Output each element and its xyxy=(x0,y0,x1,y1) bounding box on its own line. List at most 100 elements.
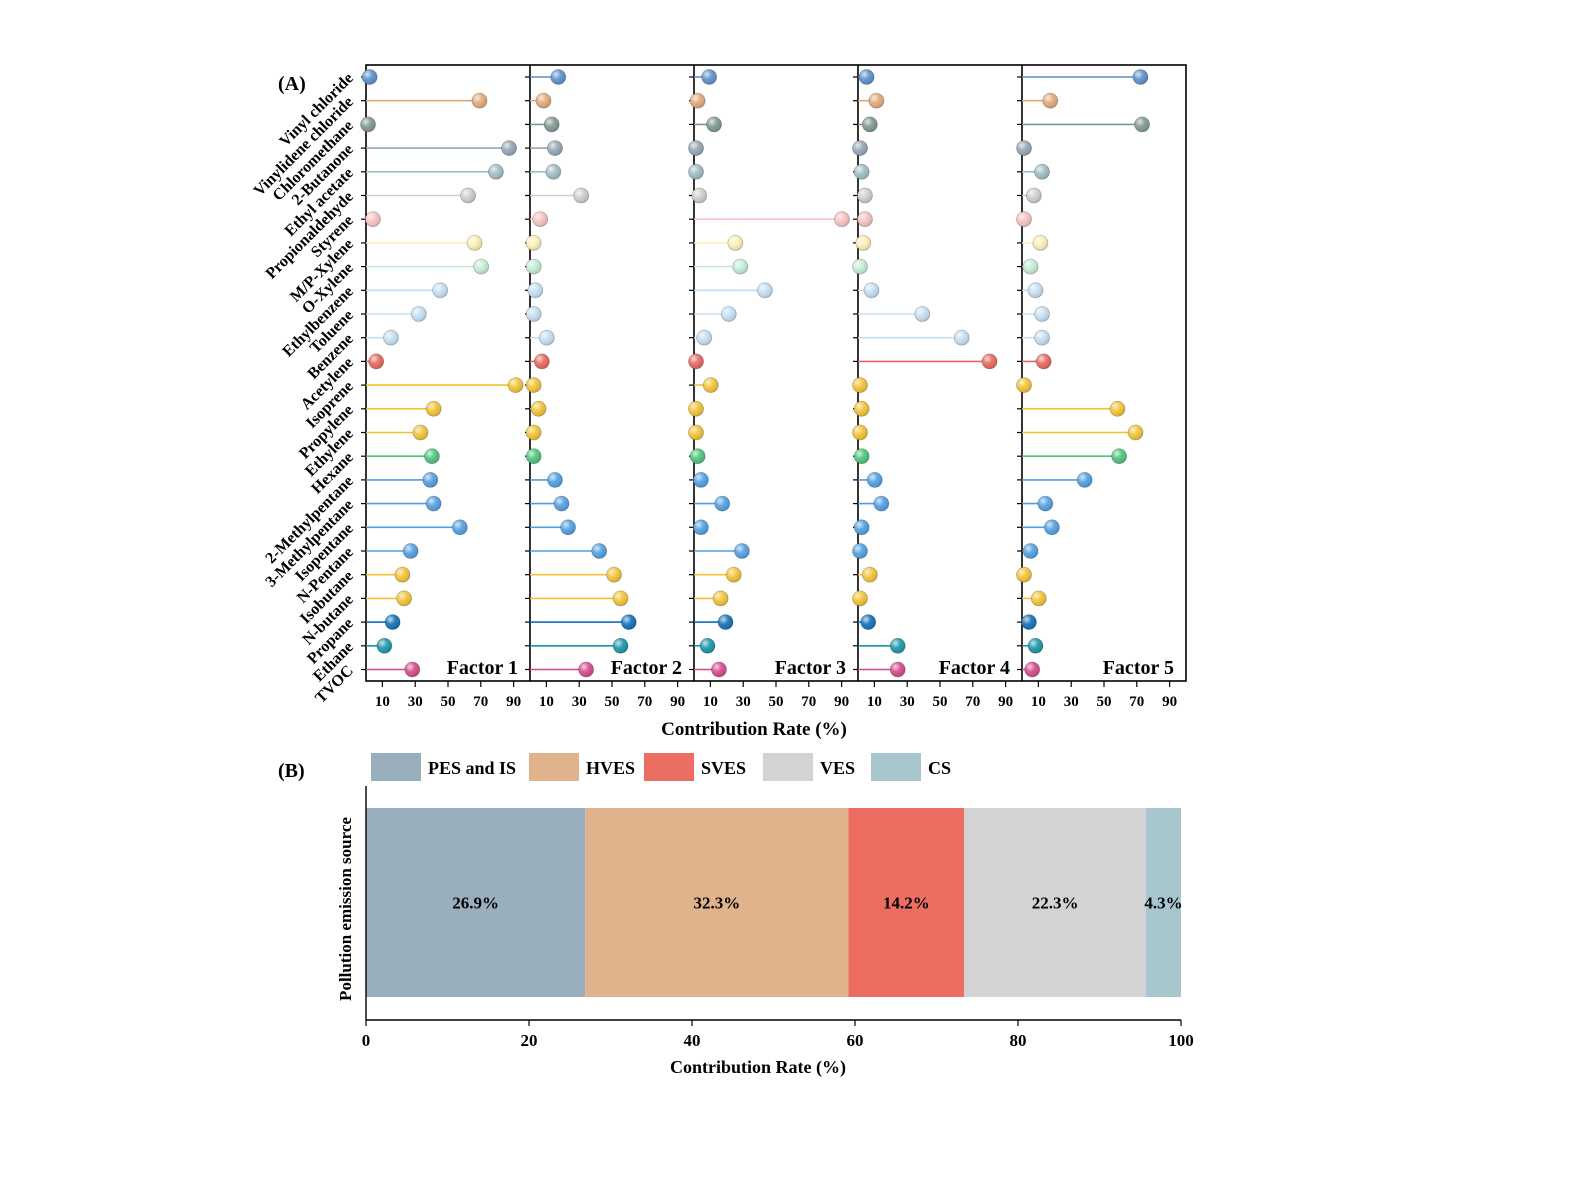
lollipop-point xyxy=(466,234,483,251)
lollipop-point xyxy=(861,116,878,133)
lollipop-point xyxy=(545,163,562,180)
lollipop-point xyxy=(501,140,517,157)
lollipop-point xyxy=(527,282,544,299)
lollipop-point xyxy=(914,306,931,322)
facet-label: Factor 2 xyxy=(611,657,682,679)
lollipop-point xyxy=(702,377,719,394)
lollipop-point xyxy=(688,163,704,180)
panel-b-x-axis: 0 20 40 60 80 100 xyxy=(362,786,1194,1050)
lollipop-point xyxy=(578,661,595,678)
facet-label: Factor 3 xyxy=(775,657,846,679)
lollipop-point xyxy=(612,590,629,607)
panel-a-x-axis-title: Contribution Rate (%) xyxy=(661,719,847,740)
lollipop-point xyxy=(384,614,401,630)
x-tick-label: 50 xyxy=(769,694,784,710)
lollipop-point xyxy=(425,495,442,512)
lollipop-point xyxy=(488,163,504,180)
lollipop-point xyxy=(866,471,883,488)
x-tick-label: 50 xyxy=(605,694,620,710)
x-tick-label: 50 xyxy=(933,694,948,710)
x-tick-label: 30 xyxy=(408,694,423,710)
lollipop-point xyxy=(1132,69,1149,85)
lollipop-point xyxy=(1076,471,1093,488)
lollipop-point xyxy=(861,566,878,583)
lollipop-point xyxy=(424,448,440,465)
lollipop-point xyxy=(525,448,542,465)
lollipop-point xyxy=(422,471,439,488)
lollipop-point xyxy=(1034,163,1050,180)
lollipop-point xyxy=(727,234,744,251)
lollipop-point xyxy=(852,140,868,157)
lollipop-point xyxy=(834,211,850,228)
segment-label: 26.9% xyxy=(452,894,499,913)
lollipop-point xyxy=(573,187,590,204)
lollipop-point xyxy=(533,353,550,370)
x-tick-label: 10 xyxy=(703,694,718,710)
x-tick-label: 70 xyxy=(1129,694,1144,710)
lollipop-point xyxy=(553,495,570,512)
lollipop-point xyxy=(532,211,549,228)
lollipop-point xyxy=(612,637,629,654)
lollipop-point xyxy=(365,211,381,228)
lollipop-point xyxy=(852,424,868,441)
lollipop-point xyxy=(711,661,727,678)
panel-b-x-axis-title: Contribution Rate (%) xyxy=(670,1057,846,1078)
lollipop-point xyxy=(606,566,622,583)
x-tick-label: 60 xyxy=(847,1031,864,1050)
lollipop-point xyxy=(525,234,542,251)
lollipop-point xyxy=(620,614,637,630)
x-tick-label: 30 xyxy=(736,694,751,710)
x-tick-label: 80 xyxy=(1010,1031,1027,1050)
lollipop-point xyxy=(360,116,376,133)
x-tick-label: 70 xyxy=(637,694,652,710)
lollipop-point xyxy=(1022,258,1039,275)
lollipop-point xyxy=(543,116,560,133)
lollipop-point xyxy=(1030,590,1047,607)
lollipop-point xyxy=(858,69,875,85)
x-tick-label: 10 xyxy=(539,694,554,710)
lollipop-point xyxy=(717,614,734,630)
lollipop-point xyxy=(1016,140,1032,157)
lollipop-point xyxy=(471,92,488,109)
lollipop-point xyxy=(688,424,704,441)
stacked-bar: 26.9% 32.3% 14.2% 22.3% 4.3% xyxy=(366,808,1183,997)
lollipop-point xyxy=(873,495,890,512)
legend-label: HVES xyxy=(586,758,635,778)
legend-item: SVES xyxy=(644,753,746,781)
lollipop-point xyxy=(1025,187,1042,204)
lollipop-point xyxy=(525,424,542,441)
x-tick-label: 90 xyxy=(506,694,521,710)
lollipop-point xyxy=(1024,661,1041,678)
legend: PES and IS HVES SVES VES CS xyxy=(371,753,951,781)
x-tick-label: 10 xyxy=(375,694,390,710)
legend-swatch xyxy=(644,753,694,781)
lollipop-point xyxy=(1111,448,1128,465)
lollipop-point xyxy=(853,163,870,180)
lollipop-point xyxy=(853,519,870,536)
x-tick-label: 30 xyxy=(572,694,587,710)
panel-b-y-axis-title: Pollution emission source xyxy=(336,817,355,1001)
lollipop-point xyxy=(1016,377,1032,394)
lollipop-point xyxy=(432,282,449,299)
lollipop-point xyxy=(1035,353,1052,370)
lollipop-point xyxy=(538,329,555,346)
lollipop-point xyxy=(412,424,429,441)
lollipop-point xyxy=(1016,211,1032,228)
bar-segment xyxy=(1145,808,1181,997)
segment-label: 32.3% xyxy=(693,894,740,913)
facet-5: 10 30 50 70 90 Factor 5 xyxy=(1016,65,1177,710)
lollipop-point xyxy=(368,353,385,370)
legend-label: CS xyxy=(928,758,951,778)
lollipop-point xyxy=(1027,637,1044,654)
lollipop-point xyxy=(525,377,542,394)
x-tick-label: 0 xyxy=(362,1031,371,1050)
panel-a-lollipop-chart: (A) 10 30 50 70 90 Factor 1 10 30 50 70 90 Factor 2… xyxy=(251,64,1187,740)
lollipop-point xyxy=(693,519,709,536)
lollipop-point xyxy=(855,234,872,251)
panel-a-frame xyxy=(365,64,1187,682)
lollipop-point xyxy=(853,400,870,417)
lollipop-point xyxy=(530,400,547,417)
lollipop-point xyxy=(857,187,873,204)
x-tick-label: 90 xyxy=(998,694,1013,710)
lollipop-point xyxy=(860,614,877,630)
